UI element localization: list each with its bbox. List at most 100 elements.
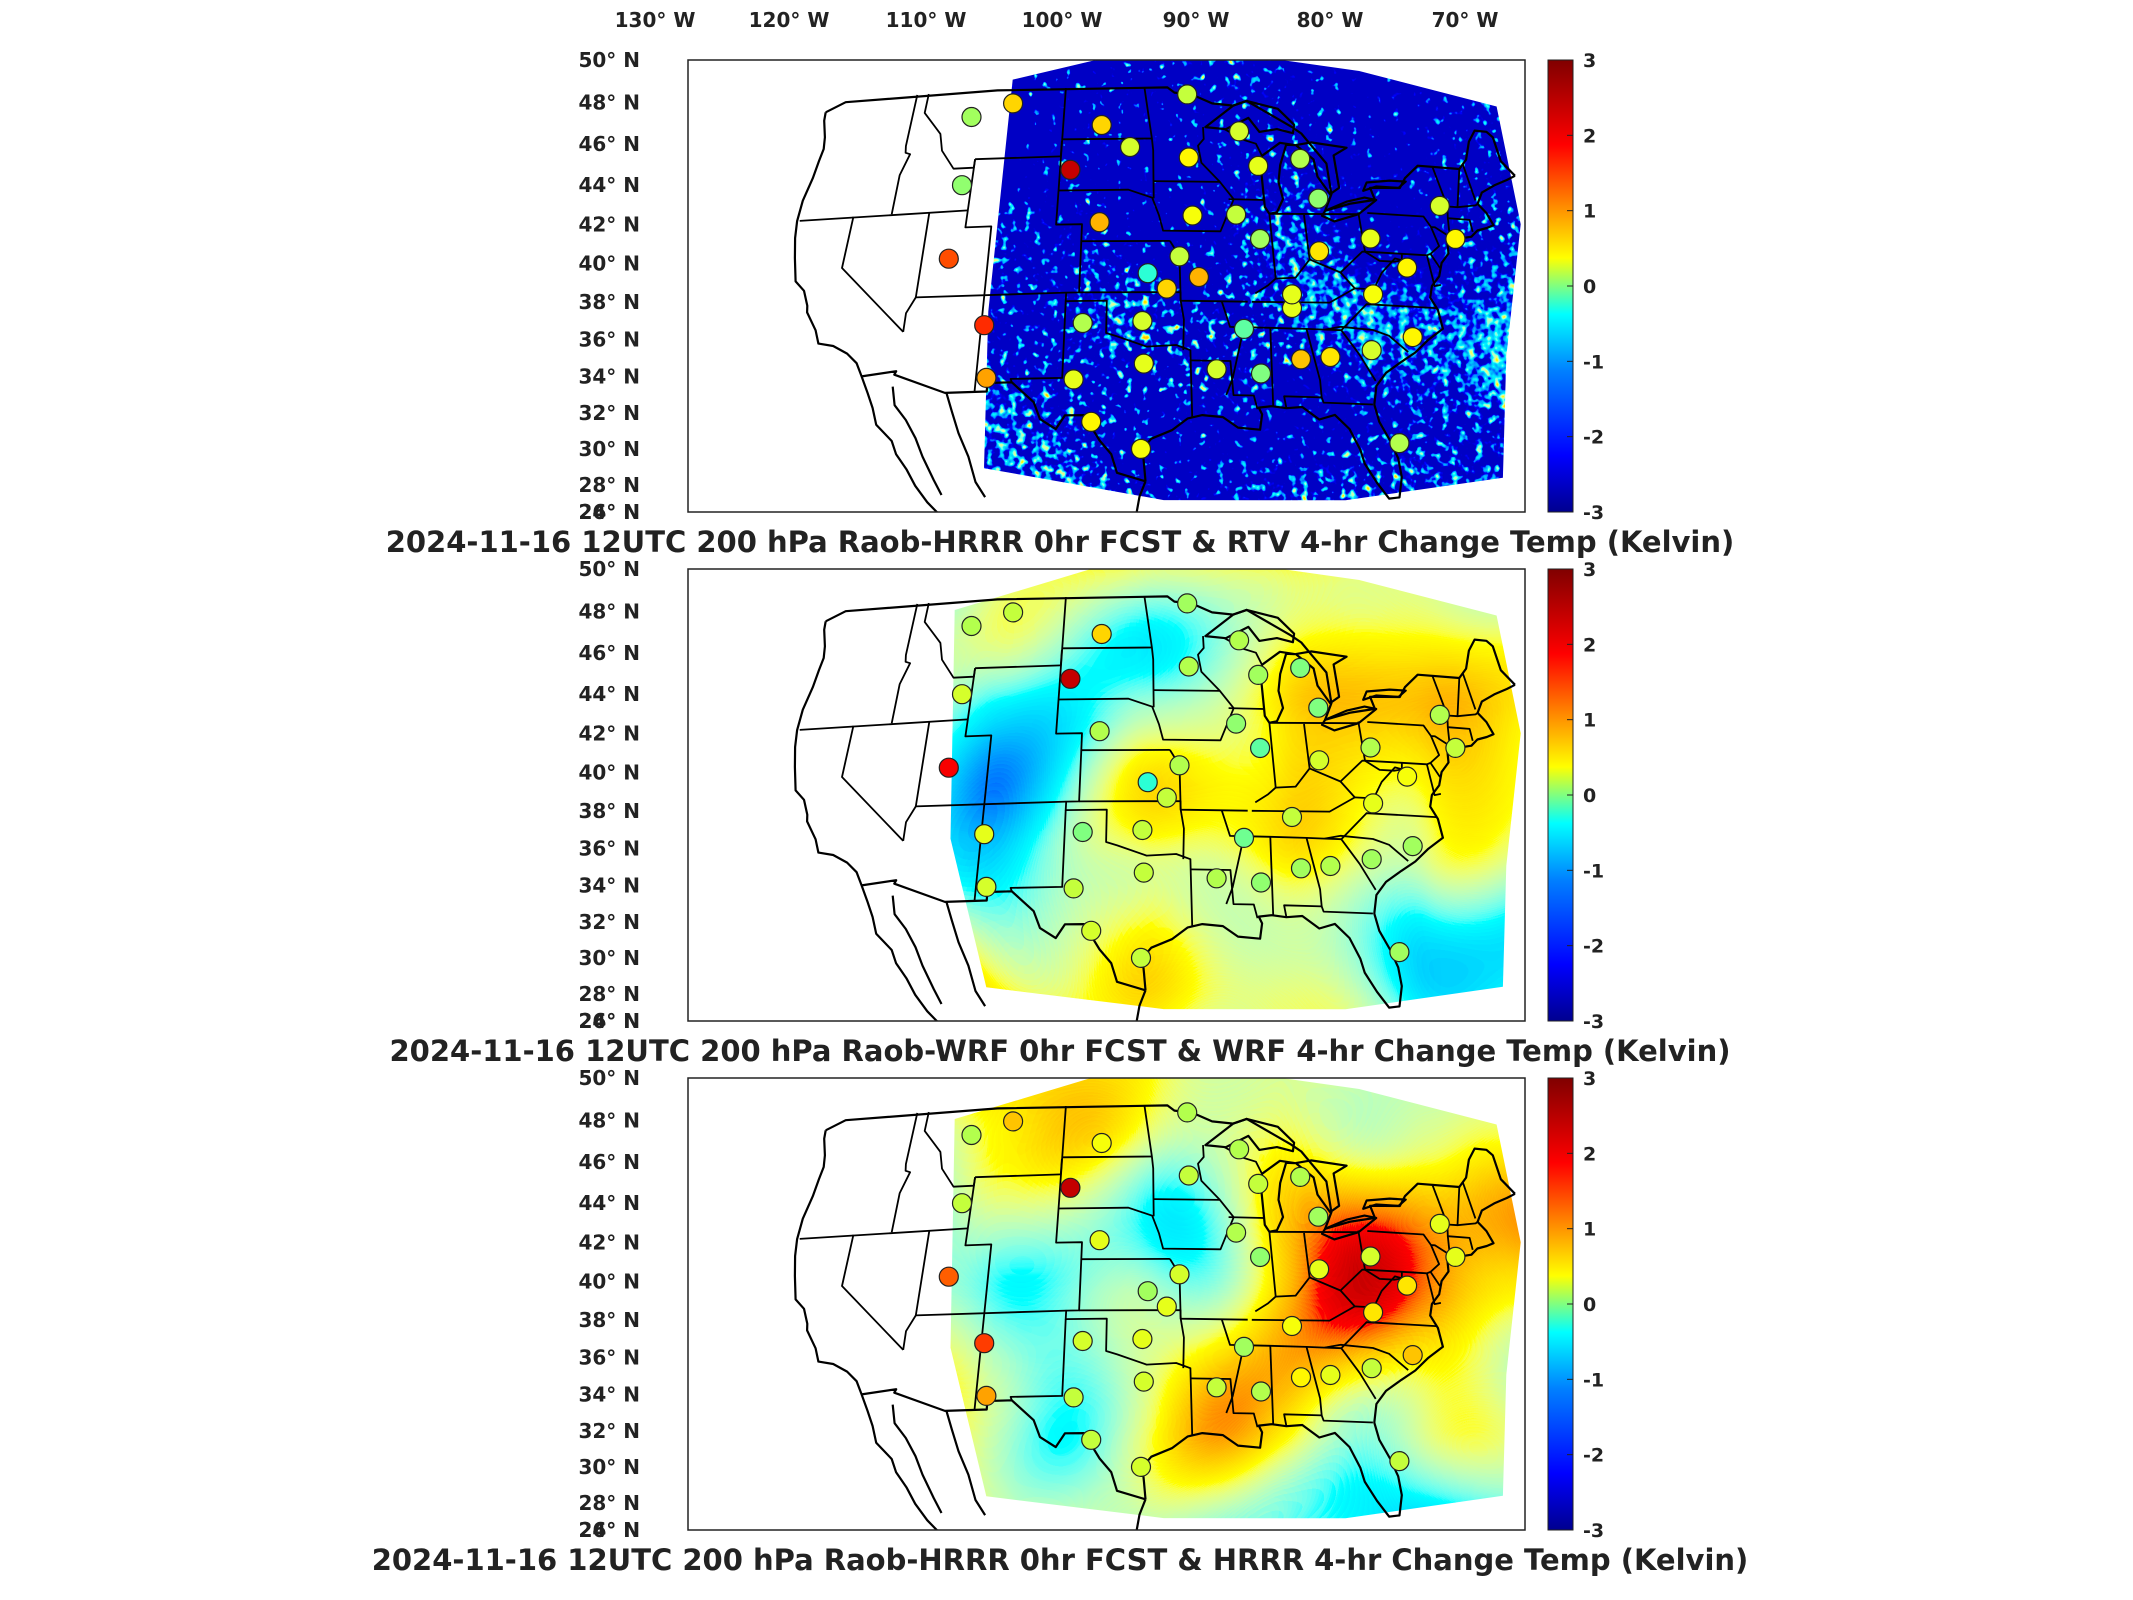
state-boundary bbox=[1324, 325, 1409, 353]
state-boundary bbox=[1457, 203, 1479, 209]
map-panel: 50° N 48° N 46° N 44° N 42° N 40° N 38° N 36° N… bbox=[372, 1066, 1749, 1577]
panel-title: 2024-11-16 12UTC 200 hPa Raob-WRF 0hr FC… bbox=[389, 1034, 1730, 1068]
colorbar-tick-label: -2 bbox=[1583, 427, 1604, 449]
colorbar-tick-label: 3 bbox=[1583, 559, 1596, 581]
raob-station-marker bbox=[961, 615, 982, 637]
raob-station-marker bbox=[938, 248, 959, 269]
raob-station-marker bbox=[1396, 257, 1418, 278]
raob-station-marker bbox=[1072, 821, 1093, 843]
raob-station-marker bbox=[1130, 947, 1152, 969]
raob-station-marker bbox=[1281, 806, 1303, 828]
lat-tick-label: 42° N bbox=[578, 722, 640, 746]
raob-station-marker bbox=[1206, 1377, 1227, 1398]
state-boundary bbox=[841, 725, 904, 842]
raob-station-marker bbox=[1429, 704, 1450, 726]
state-boundary bbox=[1457, 1221, 1479, 1227]
raob-station-marker bbox=[961, 106, 982, 128]
lat-tick-label: 34° N bbox=[578, 1383, 640, 1407]
raob-station-marker bbox=[951, 1193, 973, 1214]
raob-station-marker bbox=[1060, 668, 1081, 689]
raob-station-marker bbox=[1233, 1336, 1255, 1358]
raob-station-marker bbox=[1225, 204, 1247, 225]
raob-station-marker bbox=[1248, 664, 1269, 686]
raob-station-marker bbox=[1445, 228, 1466, 249]
lat-tick-label: 26° N bbox=[578, 1518, 640, 1542]
state-boundary bbox=[1447, 726, 1474, 742]
map-boundaries bbox=[793, 86, 1516, 512]
state-boundary bbox=[1340, 1347, 1377, 1400]
raob-station-marker bbox=[1169, 246, 1190, 267]
lon-tick-label: 120° W bbox=[749, 8, 830, 32]
state-boundary bbox=[799, 718, 968, 731]
raob-station-marker bbox=[1225, 1222, 1247, 1243]
lon-tick-label: 100° W bbox=[1022, 8, 1103, 32]
raob-station-marker bbox=[1250, 363, 1272, 384]
state-boundary bbox=[890, 1112, 919, 1233]
state-boundary bbox=[1457, 712, 1479, 718]
state-boundary bbox=[1143, 596, 1155, 708]
raob-station-marker bbox=[974, 315, 995, 336]
raob-stations bbox=[938, 84, 1466, 459]
raob-station-marker bbox=[1089, 1230, 1110, 1251]
lat-tick-label: 50° N bbox=[578, 1066, 640, 1090]
state-boundary bbox=[1228, 707, 1265, 710]
raob-station-marker bbox=[951, 175, 973, 196]
state-boundary bbox=[1225, 1345, 1245, 1414]
lat-tick-label: 44° N bbox=[578, 1191, 640, 1215]
state-boundary bbox=[1461, 1182, 1477, 1219]
great-lake bbox=[1294, 141, 1348, 196]
raob-station-marker bbox=[1361, 340, 1382, 361]
state-boundary bbox=[1431, 675, 1451, 746]
coastline-border bbox=[891, 895, 943, 1005]
raob-station-marker bbox=[1089, 212, 1110, 233]
raob-station-marker bbox=[1156, 787, 1177, 808]
lat-tick-label: 44° N bbox=[578, 173, 640, 197]
raob-station-marker bbox=[1182, 205, 1203, 226]
raob-station-marker bbox=[1119, 136, 1141, 158]
raob-station-marker bbox=[1072, 312, 1093, 334]
state-boundary bbox=[1426, 1273, 1442, 1305]
state-boundary bbox=[1275, 723, 1311, 789]
state-boundary bbox=[1064, 750, 1194, 926]
lon-tick-label: 80° W bbox=[1297, 8, 1364, 32]
coastline-border bbox=[1141, 683, 1516, 1009]
lat-tick-label: 46° N bbox=[578, 132, 640, 156]
raob-station-marker bbox=[1233, 827, 1255, 849]
raob-station-marker bbox=[938, 757, 959, 778]
raob-station-marker bbox=[974, 824, 995, 845]
raob-station-marker bbox=[1188, 266, 1210, 288]
coastline-border bbox=[945, 901, 987, 1007]
state-boundary bbox=[1197, 636, 1221, 692]
raob-station-marker bbox=[1137, 263, 1158, 284]
colorbar-tick-label: -1 bbox=[1583, 351, 1604, 373]
state-boundary bbox=[799, 1227, 968, 1240]
raob-station-marker bbox=[1249, 228, 1271, 250]
raob-station-marker bbox=[1081, 1429, 1102, 1450]
lat-tick-label: 42° N bbox=[578, 1231, 640, 1255]
state-boundary bbox=[1447, 1235, 1474, 1251]
lat-tick-label: 30° N bbox=[578, 1455, 640, 1479]
raob-station-marker bbox=[1250, 1381, 1272, 1402]
state-boundary bbox=[975, 155, 1061, 161]
state-boundary bbox=[1143, 1105, 1155, 1217]
raob-station-marker bbox=[1290, 858, 1312, 879]
raob-station-marker bbox=[1178, 147, 1199, 168]
raob-station-marker bbox=[1308, 1206, 1329, 1227]
state-boundary bbox=[1447, 217, 1474, 233]
lat-tick-label: 34° N bbox=[578, 874, 640, 898]
lat-tick-label: 26° N bbox=[578, 500, 640, 524]
map-boundaries bbox=[793, 1104, 1516, 1530]
great-lake bbox=[1362, 688, 1407, 701]
raob-station-marker bbox=[976, 876, 997, 898]
state-boundary bbox=[1009, 1319, 1067, 1401]
lat-tick-label: 36° N bbox=[578, 328, 640, 352]
lat-tick-label: 28° N bbox=[578, 1491, 640, 1515]
state-boundary bbox=[1009, 810, 1067, 892]
coastline-border bbox=[891, 1404, 943, 1514]
great-lake bbox=[1320, 705, 1378, 732]
state-boundary bbox=[915, 291, 1067, 299]
map-panel: 50° N 48° N 46° N 44° N 42° N 40° N 38° N 36° N… bbox=[389, 557, 1730, 1068]
raob-station-marker bbox=[1228, 1139, 1250, 1160]
state-boundary bbox=[1064, 1259, 1194, 1435]
raob-station-marker bbox=[1290, 1166, 1311, 1188]
